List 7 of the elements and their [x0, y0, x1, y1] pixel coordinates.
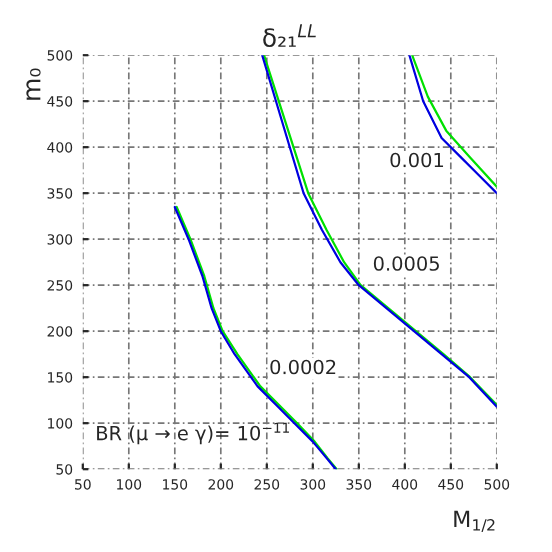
annotation: BR (μ → e γ)= 10$^{−11}$	[97, 422, 289, 445]
annotation: 0.001	[390, 152, 444, 168]
y-axis-title: m₀	[26, 68, 41, 100]
x-axis-title: M$_{1/2}$	[454, 510, 495, 533]
chart-title: δ₂₁$^{LL}$	[263, 24, 316, 48]
annotation: 0.0002	[270, 359, 336, 375]
annotation: 0.0005	[373, 256, 439, 271]
